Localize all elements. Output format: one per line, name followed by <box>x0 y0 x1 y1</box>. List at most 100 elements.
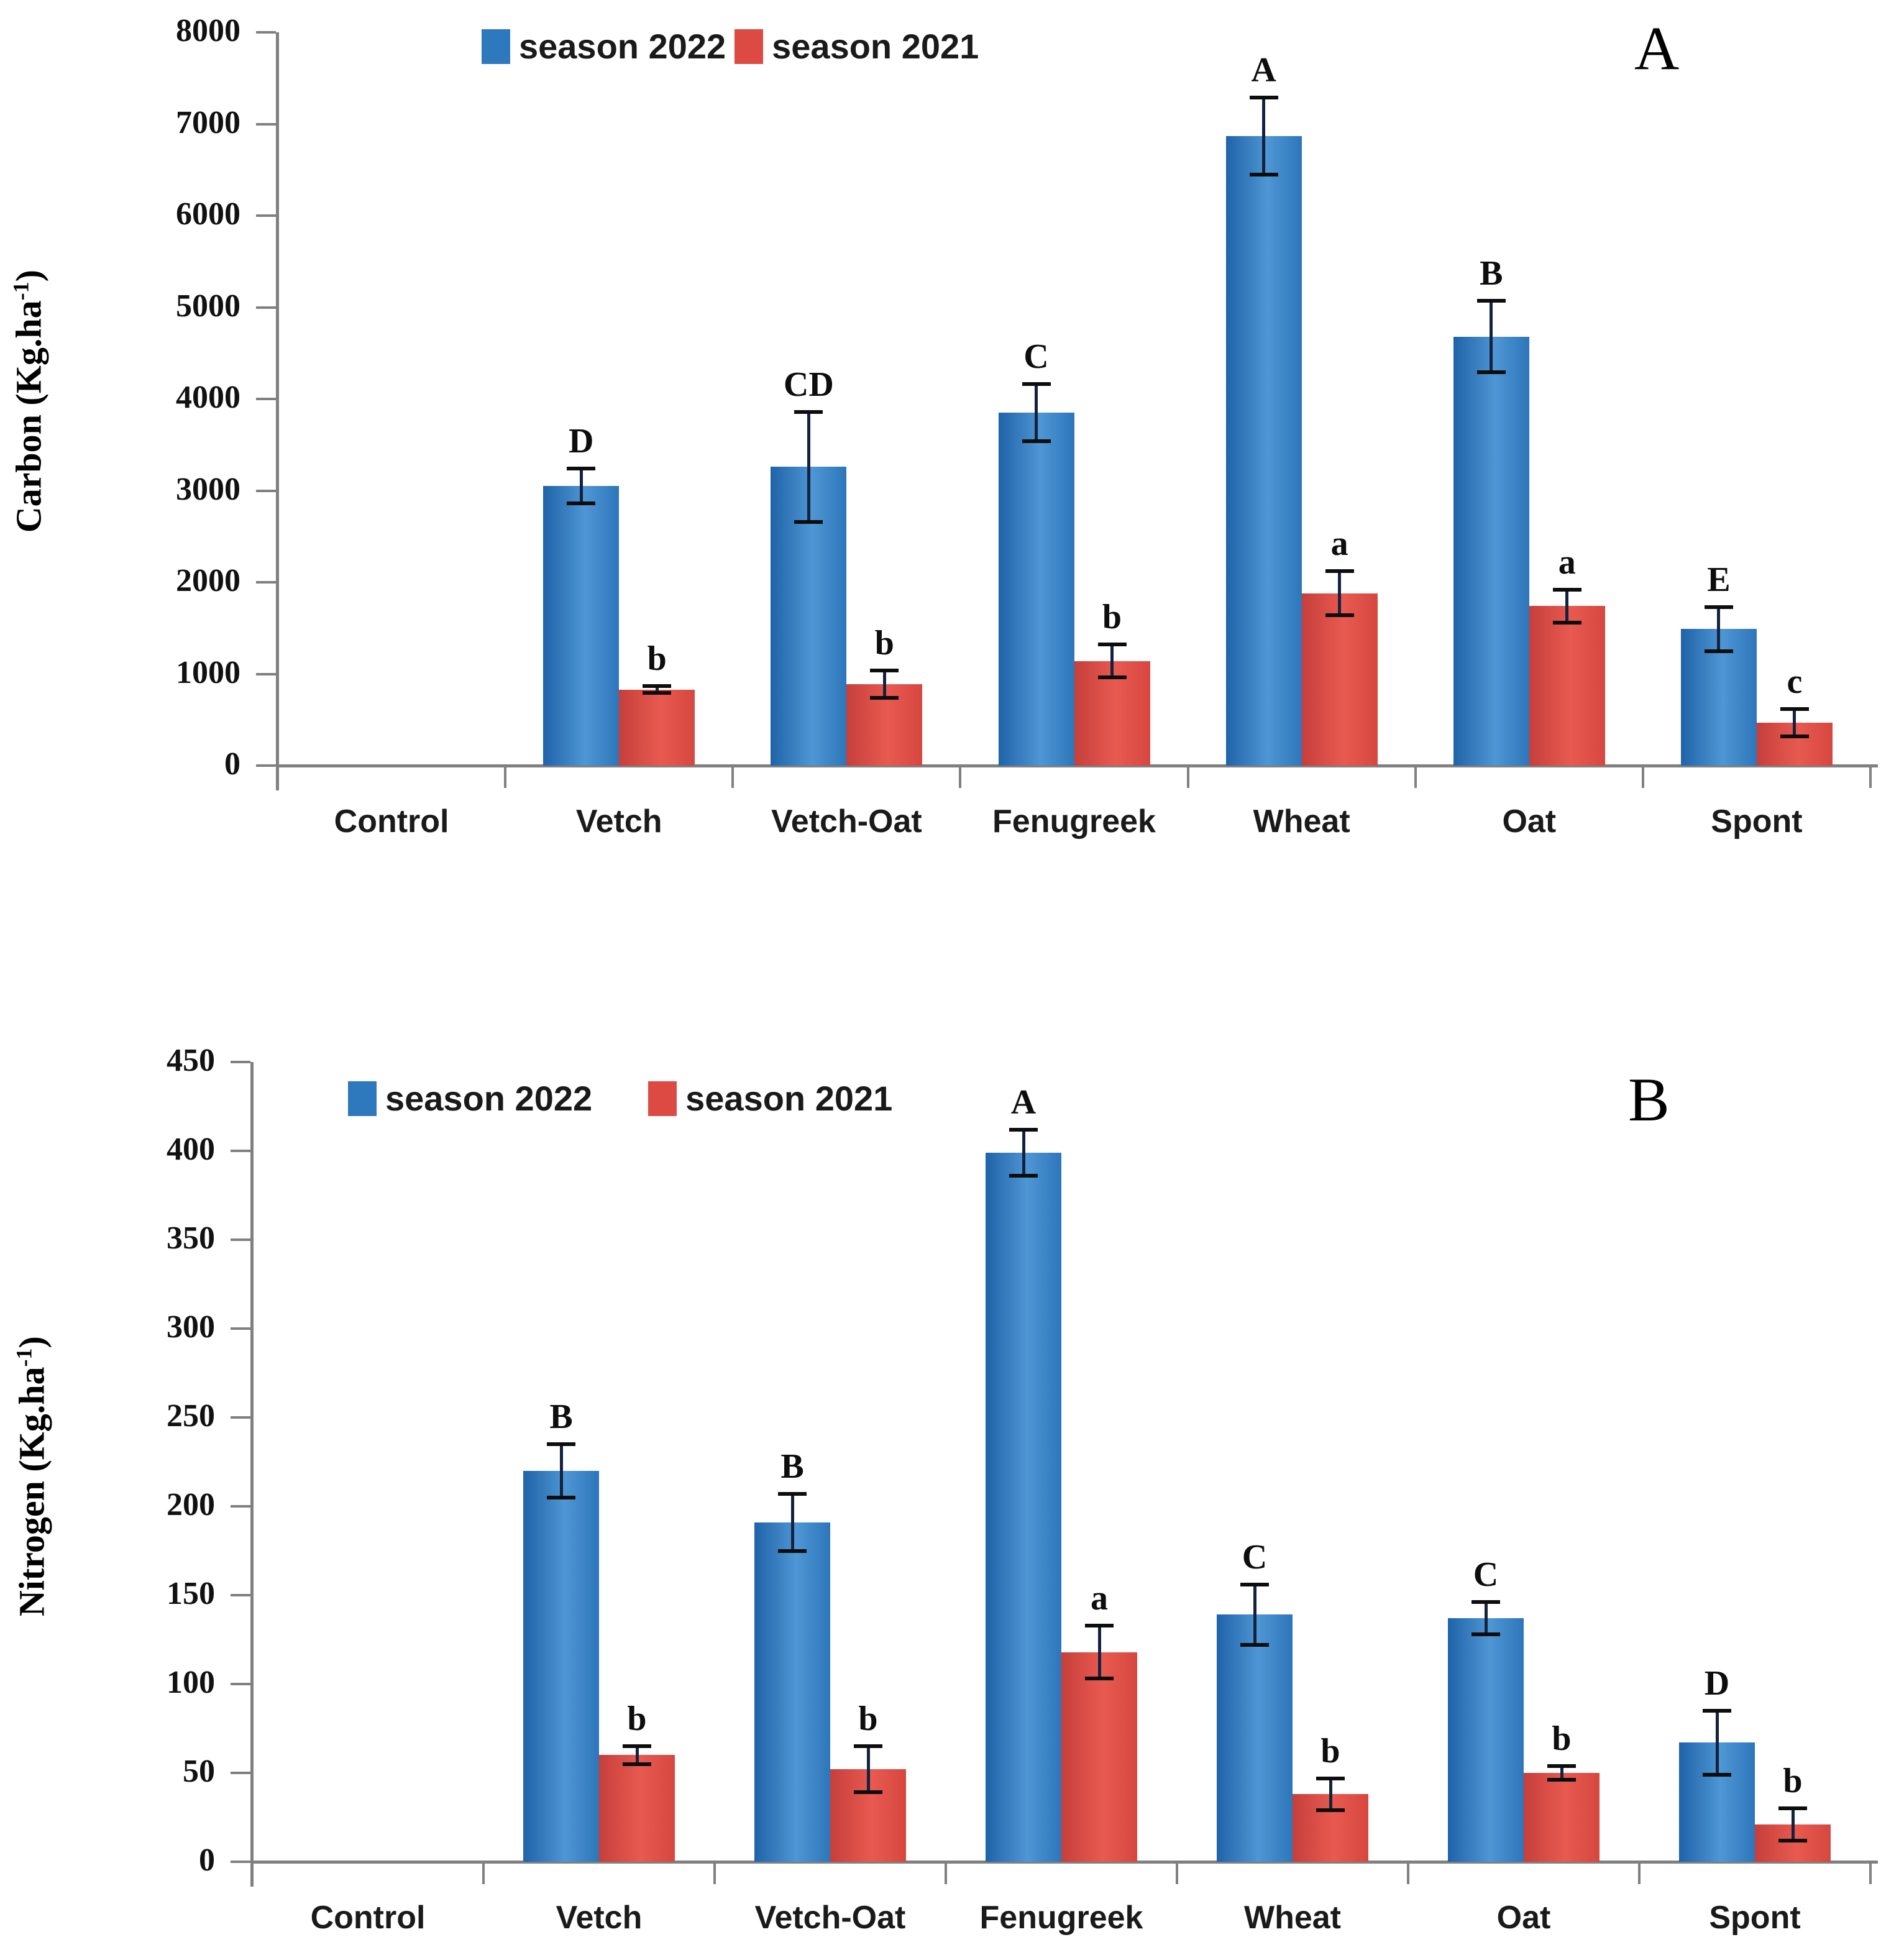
x-axis-line <box>252 1861 1878 1864</box>
significance-letter: D <box>1704 1664 1730 1703</box>
x-category-label-wheat: Wheat <box>1253 803 1350 840</box>
significance-letter: b <box>1783 1762 1803 1801</box>
x-tick-mark <box>251 1862 254 1884</box>
x-category-label-control: Control <box>310 1900 426 1936</box>
significance-letter: b <box>1552 1719 1572 1758</box>
error-bar-line <box>1110 644 1114 678</box>
y-tick-mark <box>231 1238 250 1241</box>
legend-swatch-2021 <box>648 1081 677 1116</box>
x-category-label-control: Control <box>334 803 449 840</box>
error-bar-cap-bottom <box>643 691 672 695</box>
error-bar-cap-bottom <box>1471 1632 1500 1636</box>
x-category-label-wheat: Wheat <box>1244 1900 1341 1936</box>
y-tick-label: 3000 <box>176 471 240 507</box>
x-tick-mark <box>731 766 735 788</box>
error-bar-cap-top <box>1704 605 1733 609</box>
chart-panel-a: Carbon (Kg.ha-1) season 2022 season 2021… <box>0 0 1904 969</box>
significance-letter: E <box>1707 560 1731 599</box>
bar-fenugreek-season-2022 <box>986 1152 1061 1862</box>
error-bar-cap-bottom <box>623 1762 651 1766</box>
y-tick-mark <box>256 214 276 217</box>
bar-oat-season-2021 <box>1529 606 1605 766</box>
legend-label-2021: season 2021 <box>685 1079 893 1118</box>
x-category-label-spont: Spont <box>1709 1900 1801 1936</box>
y-tick-mark <box>256 306 276 309</box>
significance-letter: a <box>1558 542 1576 582</box>
error-bar-cap-bottom <box>1547 1778 1576 1782</box>
x-tick-mark <box>1407 1862 1409 1884</box>
error-bar-line <box>1262 97 1266 175</box>
y-axis-title-sup: -1 <box>11 1348 37 1367</box>
significance-letter: b <box>647 639 667 678</box>
x-tick-mark <box>504 766 507 788</box>
error-bar-line <box>1338 571 1342 616</box>
x-tick-mark <box>277 766 279 788</box>
error-bar-line <box>1035 384 1038 441</box>
error-bar-cap-top <box>567 467 596 471</box>
error-bar-cap-bottom <box>1022 439 1051 443</box>
error-bar-cap-bottom <box>1552 620 1581 625</box>
legend-panel-b: season 2022 season 2021 <box>348 1080 892 1117</box>
y-tick-mark <box>231 1416 250 1419</box>
legend-item-season-2022: season 2022 <box>348 1080 592 1117</box>
error-bar-cap-bottom <box>1780 734 1809 738</box>
y-tick-label: 50 <box>183 1754 215 1789</box>
significance-letter: b <box>874 623 894 662</box>
y-tick-mark <box>256 398 276 400</box>
y-tick-label: 5000 <box>176 288 240 324</box>
y-tick-mark <box>231 1683 250 1685</box>
x-tick-mark <box>1186 766 1189 788</box>
error-bar-cap-top <box>794 410 823 414</box>
legend-panel-a: season 2022 season 2021 <box>482 28 979 65</box>
legend-swatch-2022 <box>348 1081 377 1116</box>
significance-letter: B <box>549 1397 573 1436</box>
error-bar-line <box>1253 1584 1256 1646</box>
y-tick-label: 6000 <box>176 196 240 232</box>
error-bar-cap-top <box>643 684 672 688</box>
error-bar-line <box>635 1746 639 1764</box>
error-bar-cap-bottom <box>1009 1174 1038 1178</box>
significance-letter: b <box>627 1700 647 1739</box>
y-tick-label: 350 <box>167 1220 215 1256</box>
error-bar-cap-bottom <box>854 1790 882 1795</box>
chart-panel-b: Nitrogen (Kg.ha-1) season 2022 season 20… <box>0 1025 1904 1950</box>
panel-letter-b: B <box>1628 1065 1670 1134</box>
y-axis-line <box>276 32 279 790</box>
y-axis-title-text: Carbon (Kg.ha <box>8 300 49 533</box>
legend-swatch-2022 <box>482 29 510 64</box>
y-tick-label: 2000 <box>176 563 240 598</box>
significance-letter: B <box>780 1447 804 1486</box>
bar-fenugreek-season-2021 <box>1061 1652 1137 1862</box>
error-bar-cap-top <box>1085 1623 1114 1627</box>
y-tick-mark <box>231 1505 250 1508</box>
significance-letter: D <box>568 422 594 461</box>
error-bar-cap-top <box>778 1491 807 1496</box>
legend-swatch-2021 <box>735 29 764 64</box>
error-bar-cap-bottom <box>1316 1808 1345 1813</box>
y-tick-mark <box>231 1861 250 1863</box>
y-tick-label: 1000 <box>176 654 240 690</box>
x-tick-mark <box>945 1862 947 1884</box>
y-tick-mark <box>256 122 276 126</box>
error-bar-cap-top <box>547 1442 575 1446</box>
error-bar-line <box>1793 708 1796 736</box>
y-tick-label: 7000 <box>176 104 240 140</box>
y-tick-mark <box>256 489 276 492</box>
x-tick-mark <box>1414 766 1417 788</box>
x-category-label-spont: Spont <box>1711 803 1803 840</box>
y-tick-label: 0 <box>224 746 240 782</box>
error-bar-cap-top <box>1552 587 1581 592</box>
y-tick-mark <box>256 672 276 675</box>
bar-oat-season-2022 <box>1453 336 1529 766</box>
significance-letter: a <box>1091 1578 1108 1618</box>
y-tick-mark <box>256 31 276 34</box>
error-bar-cap-bottom <box>1240 1643 1269 1647</box>
x-category-label-oat: Oat <box>1502 803 1557 840</box>
bar-vetch-season-2021 <box>619 689 695 766</box>
plot-area-nitrogen: 450 400 350 300 250 200 150 100 50 0 Control Vetch V… <box>167 1045 1878 1935</box>
y-tick-mark <box>231 1594 250 1596</box>
y-tick-label: 400 <box>167 1132 215 1167</box>
legend-item-season-2021: season 2021 <box>735 28 979 65</box>
y-tick-label: 4000 <box>176 380 240 415</box>
